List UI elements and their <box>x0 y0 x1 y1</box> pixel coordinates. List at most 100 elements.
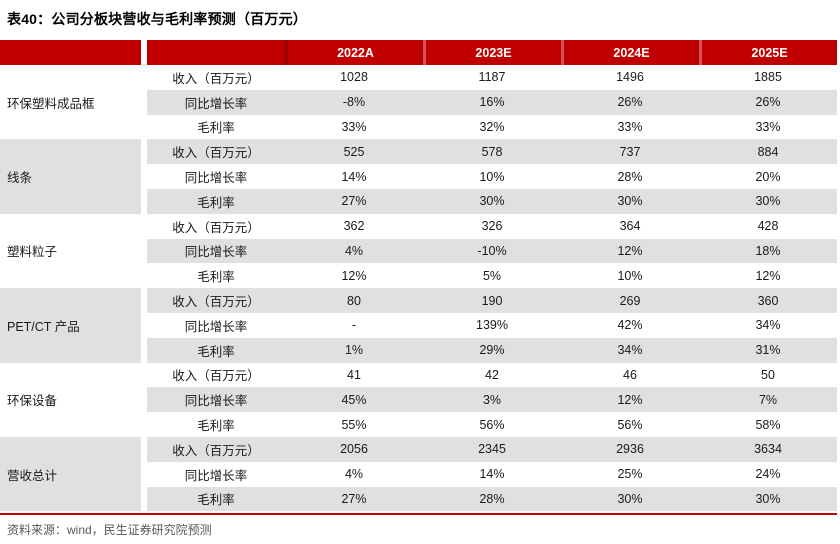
column-header-2022a: 2022A <box>285 40 423 65</box>
table-row: 收入（百万元） 41 42 46 50 <box>147 362 837 388</box>
column-gap <box>141 362 147 437</box>
cell-value: 26% <box>755 95 781 110</box>
cell-value: 30% <box>617 491 643 506</box>
cell-value: 326 <box>481 219 503 234</box>
table-row: 收入（百万元） 2056 2345 2936 3634 <box>147 436 837 462</box>
cell-value: -10% <box>477 243 507 258</box>
cell-value: 56% <box>479 417 505 432</box>
column-header-2024e: 2024E <box>561 40 699 65</box>
metric-label: 同比增长率 <box>184 171 248 186</box>
segment-label: 环保设备 <box>0 362 141 437</box>
cell-value: 1187 <box>478 70 506 85</box>
cell-value: 30% <box>755 194 781 209</box>
segment-group-trim-strips: 线条 收入（百万元） 525 578 737 884 同比增长率 14% 10%… <box>0 139 837 214</box>
metric-label: 同比增长率 <box>184 245 248 260</box>
cell-value: 428 <box>757 219 779 234</box>
column-gap <box>141 288 147 363</box>
cell-value: 4% <box>344 243 364 258</box>
metric-label: 同比增长率 <box>184 468 248 483</box>
cell-value: 1% <box>344 343 364 358</box>
cell-value: 20% <box>755 169 781 184</box>
column-gap <box>141 65 147 140</box>
segment-group-environmental-equipment: 环保设备 收入（百万元） 41 42 46 50 同比增长率 45% 3% 12… <box>0 362 837 437</box>
metric-label: 毛利率 <box>197 493 235 508</box>
table-header-row: 2022A 2023E 2024E 2025E <box>0 40 837 65</box>
cell-value: 24% <box>755 467 781 482</box>
cell-value: 42 <box>485 367 499 382</box>
cell-value: 1885 <box>754 70 782 85</box>
table-row: 收入（百万元） 362 326 364 428 <box>147 213 837 239</box>
header-cell-metric <box>147 40 285 65</box>
cell-value: 2936 <box>616 442 644 457</box>
cell-value: 58% <box>755 417 781 432</box>
source-note: 资料来源：wind，民生证券研究院预测 <box>7 523 212 537</box>
cell-value: 55% <box>341 417 367 432</box>
segment-label: 线条 <box>0 139 141 214</box>
table-title: 表40：公司分板块营收与毛利率预测（百万元） <box>7 11 307 27</box>
table-row: 毛利率 33% 32% 33% 33% <box>147 114 837 140</box>
metric-label: 同比增长率 <box>184 394 248 409</box>
cell-value: 14% <box>341 169 367 184</box>
cell-value: 31% <box>755 343 781 358</box>
metric-label: 收入（百万元） <box>172 369 260 384</box>
table-row: 同比增长率 4% -10% 12% 18% <box>147 238 837 264</box>
column-gap <box>141 213 147 289</box>
table-row: 同比增长率 - 139% 42% 34% <box>147 312 837 338</box>
cell-value: 360 <box>757 293 779 308</box>
segment-label: 塑料粒子 <box>0 213 141 289</box>
cell-value: 578 <box>481 144 503 159</box>
cell-value: 80 <box>347 293 361 308</box>
cell-value: 41 <box>347 367 361 382</box>
cell-value: 2345 <box>478 442 506 457</box>
metric-label: 收入（百万元） <box>172 220 260 235</box>
cell-value: 5% <box>482 268 502 283</box>
cell-value: 1496 <box>616 70 644 85</box>
cell-value: 27% <box>341 491 367 506</box>
cell-value: 28% <box>617 169 643 184</box>
table-row: 同比增长率 4% 14% 25% 24% <box>147 461 837 487</box>
cell-value: 3634 <box>754 442 782 457</box>
table-row: 毛利率 55% 56% 56% 58% <box>147 412 837 437</box>
cell-value: 33% <box>755 119 781 134</box>
cell-value: 46 <box>623 367 637 382</box>
table-row: 同比增长率 -8% 16% 26% 26% <box>147 89 837 115</box>
segment-label: 营收总计 <box>0 436 141 512</box>
metric-label: 同比增长率 <box>184 96 248 111</box>
segment-group-plastic-pellets: 塑料粒子 收入（百万元） 362 326 364 428 同比增长率 4% -1… <box>0 213 837 289</box>
metric-label: 毛利率 <box>197 121 235 136</box>
column-gap <box>141 139 147 214</box>
cell-value: -8% <box>342 95 366 110</box>
metric-label: 收入（百万元） <box>172 71 260 86</box>
cell-value: 1028 <box>340 70 368 85</box>
metric-label: 收入（百万元） <box>172 443 260 458</box>
metric-label: 毛利率 <box>197 419 235 434</box>
cell-value: 30% <box>617 194 643 209</box>
cell-value: 3% <box>482 392 502 407</box>
cell-value: 33% <box>341 119 367 134</box>
cell-value: - <box>351 318 357 333</box>
cell-value: 29% <box>479 343 505 358</box>
cell-value: 16% <box>479 95 505 110</box>
table-row: 收入（百万元） 1028 1187 1496 1885 <box>147 65 837 90</box>
table-row: 毛利率 12% 5% 10% 12% <box>147 263 837 289</box>
cell-value: 737 <box>619 144 641 159</box>
metric-label: 毛利率 <box>197 195 235 210</box>
cell-value: 2056 <box>340 442 368 457</box>
cell-value: 34% <box>617 343 643 358</box>
cell-value: 32% <box>479 119 505 134</box>
header-cell-segment <box>0 40 141 65</box>
cell-value: 18% <box>755 243 781 258</box>
cell-value: 364 <box>619 219 641 234</box>
table-row: 同比增长率 45% 3% 12% 7% <box>147 387 837 413</box>
table-row: 收入（百万元） 80 190 269 360 <box>147 288 837 313</box>
cell-value: 50 <box>761 367 775 382</box>
column-gap <box>141 436 147 512</box>
cell-value: 45% <box>341 392 367 407</box>
table-row: 毛利率 27% 28% 30% 30% <box>147 486 837 512</box>
segment-group-total-revenue: 营收总计 收入（百万元） 2056 2345 2936 3634 同比增长率 4… <box>0 436 837 512</box>
cell-value: 34% <box>755 318 781 333</box>
cell-value: 884 <box>757 144 779 159</box>
cell-value: 10% <box>479 169 505 184</box>
column-header-2023e: 2023E <box>423 40 561 65</box>
